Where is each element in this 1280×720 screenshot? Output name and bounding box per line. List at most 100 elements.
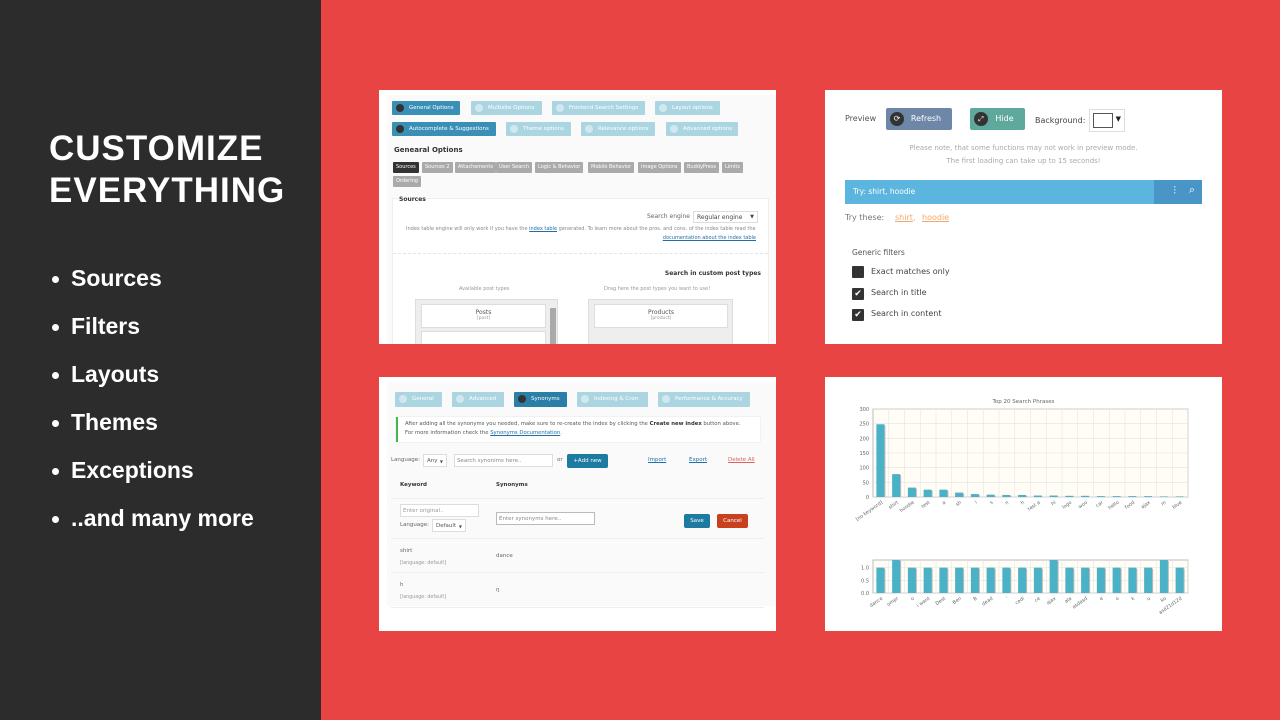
subtab-sources[interactable]: Sources xyxy=(393,162,419,173)
x-tick-label: hello xyxy=(1107,500,1120,512)
scrollbar[interactable] xyxy=(550,308,556,344)
search-in-content-checkbox[interactable]: ✔ xyxy=(852,309,864,321)
language-select[interactable]: Any ▼ xyxy=(423,454,447,467)
exact-matches-label: Exact matches only xyxy=(871,267,950,276)
x-tick-label: o xyxy=(910,597,915,603)
tab-relevance-options[interactable]: Relevance options xyxy=(581,122,655,136)
bar xyxy=(1065,567,1074,593)
bar xyxy=(939,567,948,593)
search-icon[interactable]: ⌕ xyxy=(1188,183,1195,196)
tab-general[interactable]: General xyxy=(395,392,442,407)
post-type-item[interactable]: Posts [post] xyxy=(421,304,546,328)
refresh-button[interactable]: ⟳ Refresh xyxy=(886,108,952,130)
available-post-types-list[interactable]: Posts [post] xyxy=(415,299,558,344)
options-panel: General Options Multisite Options Fronte… xyxy=(379,90,776,344)
x-tick-label: test a xyxy=(1027,500,1042,513)
subtab-attachments[interactable]: Attachements xyxy=(455,162,496,173)
tab-advanced[interactable]: Advanced xyxy=(452,392,504,407)
subtab-buddypress[interactable]: BuddyPress xyxy=(684,162,720,173)
drag-label: Drag here the post types you want to use… xyxy=(604,286,711,292)
x-tick-label: logo xyxy=(1061,500,1073,511)
y-tick-label: 300 xyxy=(859,407,869,413)
try-suggestion-hoodie[interactable]: hoodie xyxy=(922,213,950,222)
tab-synonyms[interactable]: Synonyms xyxy=(514,392,567,407)
save-button[interactable]: Save xyxy=(684,514,710,528)
row-language-select[interactable]: Default ▼ xyxy=(432,519,466,532)
selected-post-types-list[interactable]: Products [product] xyxy=(588,299,733,344)
synonyms-input[interactable]: Enter synonyms here.. xyxy=(496,512,595,525)
x-tick-label: ' xyxy=(1005,596,1010,602)
keyword-header: Keyword xyxy=(400,482,427,488)
tab-theme-options[interactable]: Theme options xyxy=(506,122,571,136)
tab-layout-options[interactable]: Layout options xyxy=(655,101,720,115)
delete-all-link[interactable]: Delete All xyxy=(728,457,755,463)
statistics-panel: Top 20 Search Phrases 0 50 100 150 200 250 300… xyxy=(825,377,1222,631)
import-link[interactable]: Import xyxy=(648,457,667,463)
subtab-logic-behavior[interactable]: Logic & Behavior xyxy=(535,162,584,173)
x-tick-label: ce xyxy=(1034,597,1041,604)
x-tick-label: car xyxy=(1095,500,1105,509)
background-label: Background: xyxy=(1035,116,1086,125)
exact-matches-checkbox[interactable] xyxy=(852,266,864,278)
x-tick-label: woo xyxy=(1078,501,1089,511)
export-link[interactable]: Export xyxy=(689,457,708,463)
search-input[interactable]: Try: shirt, hoodie xyxy=(853,187,916,196)
tab-frontend-search-settings[interactable]: Frontend Search Settings xyxy=(552,101,645,115)
subtab-limits[interactable]: Limits xyxy=(722,162,743,173)
tab-general-options[interactable]: General Options xyxy=(392,101,460,115)
bar xyxy=(955,492,964,497)
y-tick-label: 250 xyxy=(859,422,869,428)
search-engine-select[interactable]: Regular engine ▼ xyxy=(693,211,758,223)
bar xyxy=(892,560,901,593)
preview-note-2: The first loading can take up to 15 seco… xyxy=(946,157,1101,165)
x-tick-label: n xyxy=(1005,501,1010,507)
bar xyxy=(1175,496,1184,497)
refresh-icon: ⟳ xyxy=(890,112,904,126)
tab-indexing-cron[interactable]: Indexing & Cron xyxy=(577,392,648,407)
tab-performance-accuracy[interactable]: Performance & Accuracy xyxy=(658,392,750,407)
subtab-mobile-behavior[interactable]: Mobile Behavior xyxy=(588,162,635,173)
headline-line2: EVERYTHING xyxy=(49,171,286,210)
x-tick-label: dead xyxy=(981,596,994,608)
synonyms-doc-link[interactable]: Synonyms Documentation xyxy=(490,430,561,436)
tab-multisite-options[interactable]: Multisite Options xyxy=(471,101,542,115)
bullet-item: Layouts xyxy=(52,361,159,388)
bar xyxy=(1096,567,1105,593)
charts-svg: 0 50 100 150 200 250 300 [no keyword] shirt hoodi… xyxy=(855,407,1189,616)
synonym-search-input[interactable]: Search synonims here.. xyxy=(454,454,553,467)
synonyms-header: Synonyms xyxy=(496,482,528,488)
preview-note-1: Please note, that some functions may not… xyxy=(909,144,1138,152)
row-language-label: Language: xyxy=(400,522,429,528)
preview-panel: Preview ⟳ Refresh ⤢ Hide Background: ▼ Ple… xyxy=(825,90,1222,344)
y-tick-label: 200 xyxy=(859,436,869,442)
notice-box: After adding all the synonyms you needed… xyxy=(396,417,760,442)
try-suggestion-shirt[interactable]: shirt xyxy=(895,213,913,222)
post-type-item[interactable]: Products [product] xyxy=(594,304,728,328)
settings-sliders-icon[interactable]: ⫶ xyxy=(1173,184,1176,197)
subtab-sources-2[interactable]: Sources 2 xyxy=(422,162,453,173)
x-tick-label: o xyxy=(1115,597,1120,603)
expand-icon: ⤢ xyxy=(974,112,988,126)
original-input[interactable]: Enter original.. xyxy=(400,504,479,517)
index-table-link[interactable]: index table xyxy=(529,226,558,232)
background-color-picker[interactable]: ▼ xyxy=(1089,109,1125,132)
subtab-ordering[interactable]: Ordering xyxy=(393,176,421,187)
tab-autocomplete[interactable]: Autocomplete & Suggestions xyxy=(392,122,496,136)
tab-advanced-options[interactable]: Advanced options xyxy=(666,122,738,136)
subtab-user-search[interactable]: User Search xyxy=(496,162,533,173)
synonyms-panel: General Advanced Synonyms Indexing & Cro… xyxy=(379,377,776,631)
search-in-title-checkbox[interactable]: ✔ xyxy=(852,288,864,300)
cancel-button[interactable]: Cancel xyxy=(717,514,748,528)
search-bar: Try: shirt, hoodie ⫶ ⌕ xyxy=(845,180,1202,204)
x-tick-label: k xyxy=(1130,596,1136,603)
documentation-link[interactable]: documentation about the index table xyxy=(662,235,756,241)
index-info: Index table engine will only work if you… xyxy=(406,226,756,232)
preview-label: Preview xyxy=(845,114,877,123)
subtab-image-options[interactable]: Image Options xyxy=(638,162,681,173)
bullet-item: Sources xyxy=(52,265,162,292)
bar xyxy=(923,567,932,593)
hide-button[interactable]: ⤢ Hide xyxy=(970,108,1025,130)
add-new-button[interactable]: +Add new xyxy=(567,454,608,468)
x-tick-label: u xyxy=(1146,597,1151,603)
x-tick-label: food xyxy=(1124,500,1136,511)
